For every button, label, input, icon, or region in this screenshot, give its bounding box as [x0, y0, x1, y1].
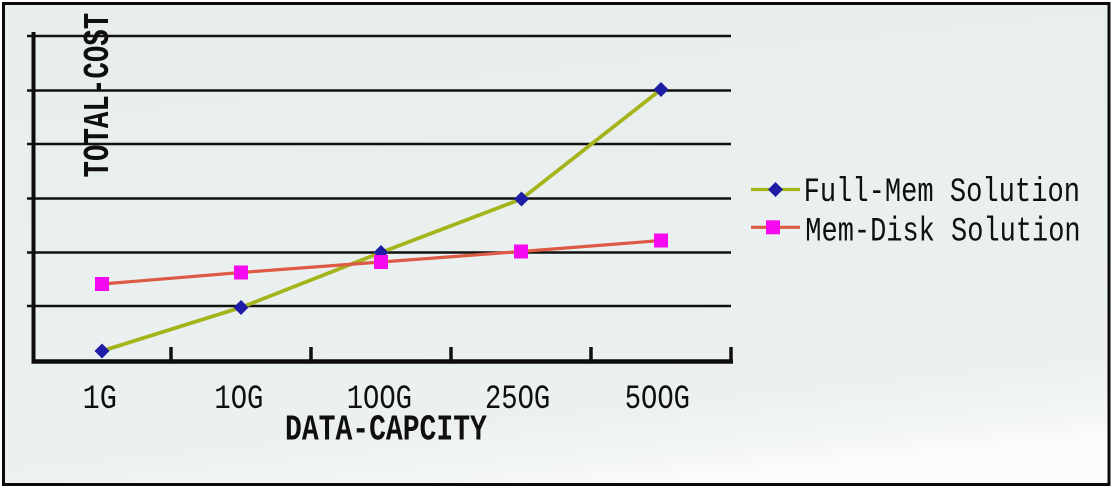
svg-text:1G: 1G: [83, 381, 117, 419]
svg-text:DATA-CAPCITY: DATA-CAPCITY: [285, 409, 487, 450]
svg-text:Full-Mem Solution: Full-Mem Solution: [804, 173, 1080, 212]
svg-text:Mem-Disk Solution: Mem-Disk Solution: [805, 213, 1080, 252]
svg-text:5OOG: 5OOG: [625, 380, 690, 419]
svg-text:25OG: 25OG: [485, 380, 550, 419]
svg-text:1OOG: 1OOG: [347, 380, 412, 419]
svg-text:1OG: 1OG: [214, 380, 263, 419]
svg-text:TOTAL-COST: TOTAL-COST: [78, 13, 120, 178]
